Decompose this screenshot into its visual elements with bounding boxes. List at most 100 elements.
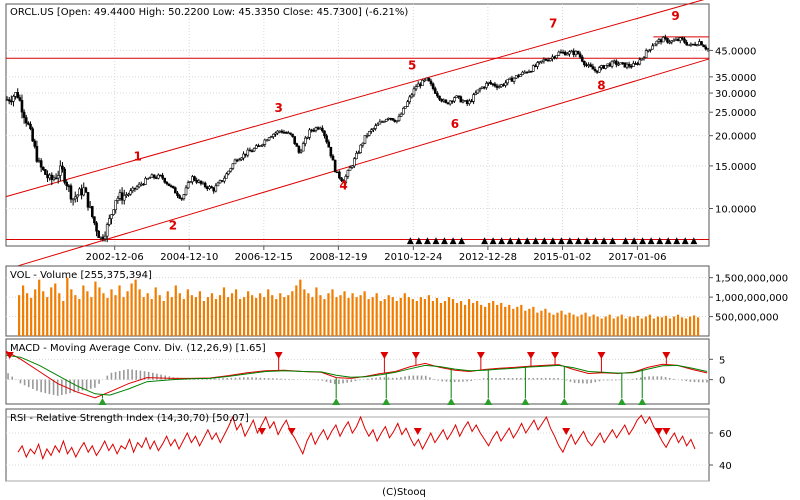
- price-candle-body: [459, 96, 463, 103]
- price-candle-body: [56, 175, 60, 179]
- price-candle-body: [489, 81, 492, 84]
- price-candle-body: [397, 116, 401, 122]
- volume-bars: [18, 277, 700, 336]
- volume-bar: [552, 314, 555, 336]
- signal-triangle: ▲: [407, 236, 414, 246]
- price-candle-body: [372, 128, 375, 131]
- price-candle-body: [114, 200, 118, 211]
- signal-triangle: ▲: [524, 236, 531, 246]
- price-candle-body: [252, 148, 256, 152]
- price-candle-body: [512, 77, 516, 82]
- price-candle-body: [691, 43, 695, 46]
- price-candle-body: [22, 111, 26, 118]
- price-candle-body: [574, 50, 578, 55]
- volume-bar: [616, 316, 619, 336]
- price-candle-body: [685, 42, 688, 46]
- price-candle-body: [24, 117, 28, 124]
- volume-bar: [688, 316, 692, 336]
- price-candle-body: [427, 77, 431, 82]
- volume-bar: [427, 295, 431, 336]
- signal-triangle: ▲: [665, 236, 672, 246]
- volume-bar: [46, 297, 49, 336]
- price-candle-body: [182, 194, 186, 200]
- price-candle-body: [335, 171, 339, 174]
- price-candle-body: [41, 166, 45, 170]
- volume-bar: [166, 291, 169, 336]
- volume-bar: [82, 285, 85, 336]
- volume-bar: [251, 295, 254, 336]
- price-candle-body: [523, 71, 527, 74]
- price-candle-body: [370, 129, 373, 132]
- price-candle-body: [478, 88, 482, 91]
- price-candle-body: [193, 176, 196, 181]
- price-candle-body: [178, 195, 181, 199]
- wave-label: 6: [451, 117, 459, 131]
- price-candle-body: [689, 43, 693, 46]
- volume-bar: [403, 293, 406, 336]
- signal-triangle: ▲: [601, 236, 608, 246]
- price-candle-body: [378, 121, 382, 125]
- price-candle-body: [289, 132, 292, 135]
- price-candle-body: [525, 71, 529, 74]
- price-candle-body: [86, 192, 90, 208]
- macd-panel: 50 MACD - Moving Average Conv. Div. (12,…: [5, 338, 725, 405]
- volume-bar: [122, 297, 125, 336]
- price-candle-body: [644, 50, 648, 58]
- price-candle-body: [536, 62, 539, 67]
- volume-bar: [419, 297, 422, 336]
- price-candle-body: [116, 197, 120, 201]
- price-candle-body: [429, 80, 433, 85]
- macd-panel-title: MACD - Moving Average Conv. Div. (12,26,…: [10, 343, 266, 354]
- volume-bar: [363, 291, 366, 336]
- price-candle-body: [365, 135, 369, 137]
- price-candle-body: [101, 236, 105, 240]
- price-candle-body: [312, 129, 316, 132]
- volume-bar: [42, 291, 45, 336]
- signal-triangle: ▲: [583, 236, 590, 246]
- price-candle-body: [163, 177, 167, 183]
- signal-triangle: ▲: [424, 236, 431, 246]
- volume-bar: [70, 289, 73, 336]
- price-candle-body: [31, 128, 34, 142]
- price-candle-body: [210, 186, 213, 189]
- price-candle-body: [206, 186, 209, 189]
- volume-bar: [407, 297, 410, 336]
- volume-bar: [640, 318, 643, 336]
- price-candle-body: [118, 192, 122, 199]
- volume-bar: [74, 295, 77, 336]
- price-candle-body: [304, 137, 307, 144]
- volume-bar: [423, 299, 426, 336]
- price-candle-body: [105, 224, 109, 237]
- volume-bar: [391, 297, 394, 336]
- volume-bar: [528, 308, 531, 336]
- macd-y-tick-labels: 50: [709, 355, 725, 387]
- volume-panel: 500,000,000 1,000,000,000 1,500,000,000 VO…: [5, 265, 788, 337]
- macd-buy-marker: [98, 398, 107, 405]
- wave-label: 3: [274, 101, 282, 115]
- volume-bar: [636, 315, 639, 336]
- volume-bar: [652, 318, 655, 336]
- price-candle-body: [506, 79, 509, 84]
- macd-buy-marker: [332, 398, 341, 405]
- volume-bar: [331, 289, 334, 336]
- volume-bar: [30, 297, 33, 336]
- volume-bar: [628, 316, 631, 336]
- price-candle-body: [380, 121, 384, 123]
- price-candle-body: [261, 144, 265, 146]
- volume-bar: [86, 291, 89, 336]
- price-candle-body: [497, 86, 501, 88]
- price-candle-body: [410, 94, 414, 98]
- volume-y-tick-label: 1,000,000,000: [715, 293, 788, 304]
- price-candle-body: [71, 198, 75, 201]
- rsi-y-tick-label: 40: [719, 461, 732, 472]
- price-candle-body: [416, 83, 420, 87]
- signal-triangle: ▲: [656, 236, 663, 246]
- macd-sell-marker: [380, 352, 389, 359]
- volume-bar: [568, 312, 571, 336]
- volume-bar: [234, 289, 238, 336]
- price-candle-body: [527, 71, 531, 73]
- price-candle-body: [274, 132, 277, 135]
- volume-bar: [488, 302, 491, 336]
- price-candle-body: [638, 59, 642, 65]
- volume-bar: [556, 312, 559, 336]
